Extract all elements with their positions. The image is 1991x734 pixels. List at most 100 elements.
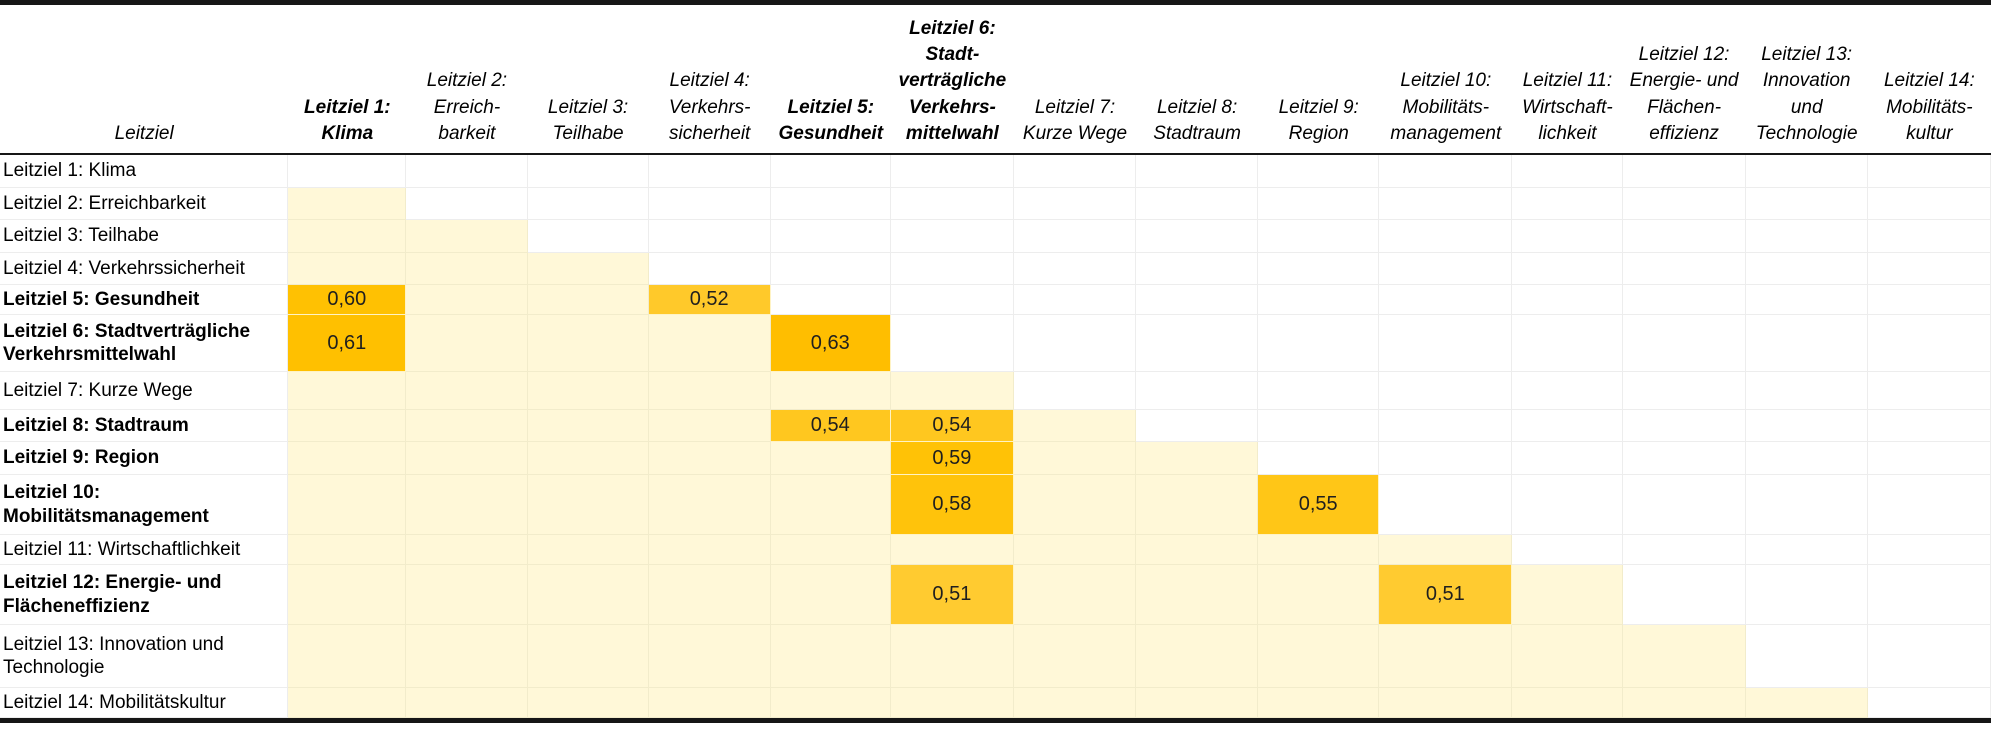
matrix-cell-empty [890, 155, 1014, 188]
matrix-cell-empty [1622, 442, 1746, 475]
matrix-cell-low [770, 372, 891, 410]
matrix-cell-empty [1013, 372, 1137, 410]
matrix-cell-low [406, 410, 528, 442]
row-label-leitziel-10: Leitziel 10: Mobilitätsmanagement [0, 475, 289, 535]
matrix-cell-empty [1622, 475, 1746, 535]
matrix-cell-empty [1258, 155, 1380, 188]
matrix-cell-empty [1745, 372, 1868, 410]
row-label-leitziel-14: Leitziel 14: Mobilitätskultur [0, 688, 289, 718]
matrix-cell-low [770, 688, 891, 718]
matrix-cell-empty [890, 188, 1014, 220]
matrix-cell-empty [1867, 475, 1991, 535]
column-header-leitziel-6: Leitziel 6: Stadt- verträgliche Verkehrs… [890, 5, 1014, 155]
matrix-cell-low [648, 372, 771, 410]
value-cell-r6-c1: 0,61 [288, 315, 407, 372]
matrix-cell-empty [1258, 188, 1380, 220]
matrix-cell-low [1379, 535, 1513, 565]
matrix-cell-low [1258, 565, 1380, 625]
matrix-table: Leitziel Leitziel 1: Klima Leitziel 2: Err… [0, 5, 1991, 723]
matrix-cell-empty [1745, 285, 1868, 315]
matrix-cell-empty [1867, 253, 1991, 285]
matrix-cell-low [1013, 475, 1137, 535]
matrix-cell-low [648, 442, 771, 475]
matrix-cell-low [406, 565, 528, 625]
matrix-cell-empty [1622, 188, 1746, 220]
matrix-cell-empty [1867, 285, 1991, 315]
matrix-cell-empty [770, 155, 891, 188]
matrix-cell-empty [1745, 535, 1868, 565]
matrix-cell-low [890, 372, 1014, 410]
value-cell-r10-c6: 0,58 [890, 475, 1014, 535]
matrix-cell-empty [770, 285, 891, 315]
matrix-cell-low [1013, 535, 1137, 565]
value-cell-r12-c10: 0,51 [1379, 565, 1513, 625]
matrix-cell-low [648, 565, 771, 625]
matrix-cell-low [1745, 688, 1868, 718]
corner-label: Leitziel [0, 5, 289, 155]
row-label-leitziel-9: Leitziel 9: Region [0, 442, 289, 475]
matrix-cell-empty [1013, 155, 1137, 188]
matrix-cell-empty [1512, 535, 1623, 565]
matrix-cell-low [527, 625, 649, 688]
matrix-cell-low [890, 688, 1014, 718]
matrix-cell-empty [648, 155, 771, 188]
matrix-cell-empty [1867, 625, 1991, 688]
matrix-cell-empty [527, 220, 649, 253]
row-label-leitziel-6: Leitziel 6: Stadtverträgliche Verkehrsmi… [0, 315, 289, 372]
row-label-leitziel-8: Leitziel 8: Stadtraum [0, 410, 289, 442]
row-label-leitziel-12: Leitziel 12: Energie- und Flächeneffizie… [0, 565, 289, 625]
matrix-cell-low [288, 625, 407, 688]
matrix-cell-empty [1867, 188, 1991, 220]
matrix-cell-low [406, 285, 528, 315]
matrix-cell-empty [1379, 285, 1513, 315]
matrix-cell-low [406, 688, 528, 718]
matrix-cell-empty [1379, 410, 1513, 442]
value-cell-r8-c6: 0,54 [890, 410, 1014, 442]
matrix-cell-empty [1013, 285, 1137, 315]
matrix-cell-low [1013, 410, 1137, 442]
value-cell-r8-c5: 0,54 [770, 410, 891, 442]
matrix-cell-empty [1258, 253, 1380, 285]
row-label-leitziel-5: Leitziel 5: Gesundheit [0, 285, 289, 315]
matrix-cell-empty [1622, 220, 1746, 253]
matrix-cell-empty [1745, 410, 1868, 442]
matrix-cell-empty [1379, 315, 1513, 372]
matrix-cell-empty [648, 253, 771, 285]
matrix-cell-empty [1867, 315, 1991, 372]
value-cell-r5-c1: 0,60 [288, 285, 407, 315]
matrix-cell-low [527, 410, 649, 442]
column-header-leitziel-3: Leitziel 3: Teilhabe [527, 5, 649, 155]
matrix-cell-empty [1512, 410, 1623, 442]
matrix-cell-empty [527, 188, 649, 220]
column-header-leitziel-4: Leitziel 4: Verkehrs- sicherheit [648, 5, 771, 155]
column-header-leitziel-2: Leitziel 2: Erreich- barkeit [406, 5, 528, 155]
matrix-cell-empty [1512, 442, 1623, 475]
matrix-cell-empty [1745, 220, 1868, 253]
matrix-cell-low [1013, 688, 1137, 718]
matrix-cell-empty [1379, 475, 1513, 535]
matrix-cell-low [1622, 625, 1746, 688]
matrix-cell-low [406, 315, 528, 372]
matrix-cell-low [1136, 688, 1259, 718]
matrix-cell-low [288, 188, 407, 220]
matrix-cell-low [288, 372, 407, 410]
matrix-cell-low [406, 442, 528, 475]
matrix-cell-empty [1379, 253, 1513, 285]
matrix-cell-low [770, 625, 891, 688]
matrix-cell-empty [648, 188, 771, 220]
matrix-cell-empty [1745, 442, 1868, 475]
matrix-cell-empty [1258, 220, 1380, 253]
matrix-cell-low [1622, 688, 1746, 718]
matrix-cell-low [648, 535, 771, 565]
matrix-cell-empty [406, 155, 528, 188]
matrix-cell-low [406, 535, 528, 565]
matrix-cell-low [770, 565, 891, 625]
matrix-cell-empty [288, 155, 407, 188]
matrix-cell-empty [1258, 442, 1380, 475]
matrix-cell-low [527, 315, 649, 372]
matrix-cell-empty [1867, 155, 1991, 188]
matrix-cell-empty [1622, 253, 1746, 285]
matrix-cell-empty [1512, 220, 1623, 253]
matrix-cell-low [406, 372, 528, 410]
